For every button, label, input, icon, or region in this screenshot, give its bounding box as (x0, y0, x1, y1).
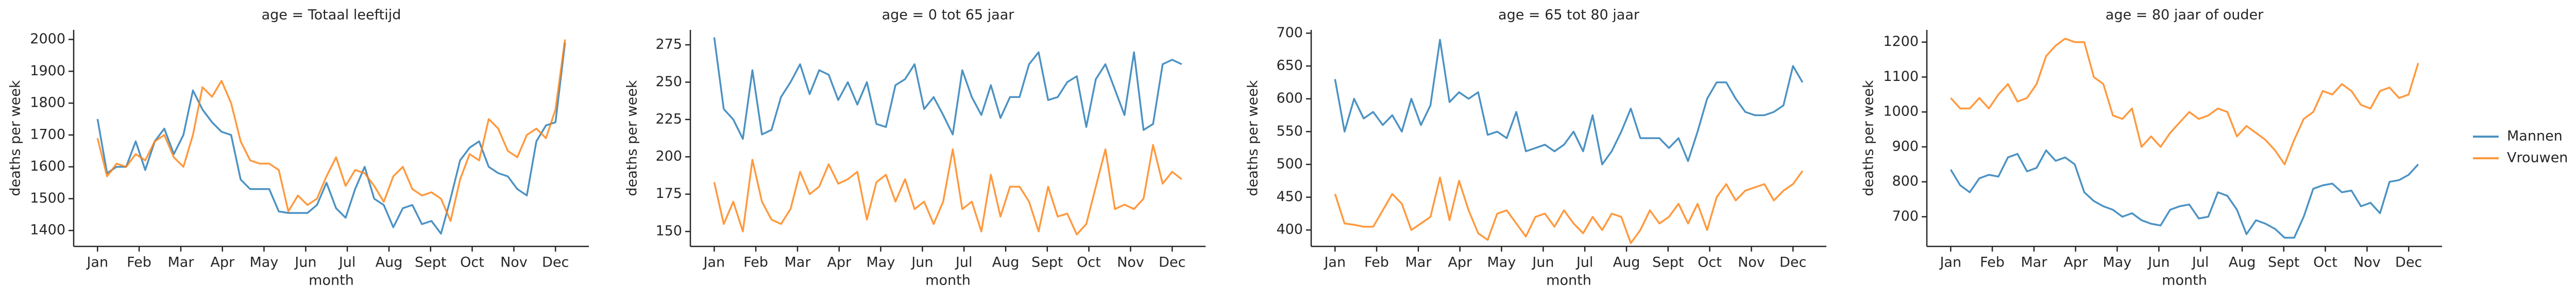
y-tick-label: 600 (1276, 90, 1303, 106)
x-tick-label: Dec (1780, 255, 1806, 271)
y-tick-label: 225 (655, 111, 682, 127)
x-tick-label: Feb (1364, 255, 1389, 271)
y-tick-label: 1400 (30, 222, 65, 238)
panel-title: age = 0 tot 65 jaar (882, 7, 1015, 23)
y-tick-label: 1800 (30, 95, 65, 111)
x-tick-label: Sept (1031, 255, 1063, 271)
y-tick-label: 800 (1892, 173, 1919, 189)
series-line (96, 39, 566, 222)
x-tick-label: Jan (86, 255, 108, 271)
x-tick-label: Aug (992, 255, 1020, 271)
x-tick-label: Oct (2313, 255, 2337, 271)
series-line (713, 37, 1182, 140)
x-tick-label: Feb (743, 255, 768, 271)
x-tick-label: May (2103, 255, 2132, 271)
x-axis-label: month (2162, 273, 2207, 289)
x-tick-label: Nov (2353, 255, 2381, 271)
x-tick-label: Aug (1613, 255, 1640, 271)
x-tick-label: Jul (2191, 255, 2209, 271)
y-tick-label: 1200 (1883, 34, 1919, 49)
y-tick-label: 650 (1276, 58, 1303, 74)
x-tick-label: Jun (1531, 255, 1554, 271)
x-tick-label: Sept (2268, 255, 2299, 271)
x-tick-label: Mar (2021, 255, 2047, 271)
panel-title: age = Totaal leeftijd (262, 7, 401, 23)
x-tick-label: Nov (500, 255, 528, 271)
x-tick-label: Oct (1698, 255, 1722, 271)
series-line (713, 144, 1182, 236)
y-tick-label: 900 (1892, 138, 1919, 154)
x-tick-label: Jan (702, 255, 725, 271)
x-tick-label: Jan (1939, 255, 1961, 271)
x-tick-label: Jul (955, 255, 973, 271)
x-tick-label: Sept (1652, 255, 1684, 271)
y-tick-label: 550 (1276, 123, 1303, 139)
x-tick-label: Jul (338, 255, 356, 271)
x-tick-label: Nov (1738, 255, 1765, 271)
x-tick-label: Dec (2395, 255, 2422, 271)
x-tick-label: Dec (542, 255, 569, 271)
x-tick-label: Apr (1448, 255, 1472, 271)
series-line (96, 42, 566, 235)
y-tick-label: 700 (1892, 208, 1919, 224)
y-tick-label: 450 (1276, 189, 1303, 205)
x-tick-label: Apr (210, 255, 235, 271)
x-tick-label: May (867, 255, 895, 271)
y-axis-label: deaths per week (1245, 80, 1261, 196)
y-tick-label: 1500 (30, 190, 65, 206)
panel-title: age = 80 jaar of ouder (2106, 7, 2264, 23)
x-axis-label: month (1546, 273, 1591, 289)
x-tick-label: Aug (376, 255, 403, 271)
legend-label: Vrouwen (2507, 150, 2568, 166)
y-tick-label: 250 (655, 74, 682, 90)
x-tick-label: Jun (910, 255, 933, 271)
y-tick-label: 1100 (1883, 69, 1919, 85)
x-tick-label: Jun (2147, 255, 2170, 271)
x-tick-label: Aug (2229, 255, 2256, 271)
x-tick-label: Feb (1980, 255, 2005, 271)
y-axis-label: deaths per week (8, 80, 24, 196)
x-tick-label: Dec (1159, 255, 1185, 271)
y-tick-label: 1000 (1883, 104, 1919, 120)
legend-label: Mannen (2507, 128, 2563, 144)
series-line (1950, 38, 2419, 165)
x-tick-label: Jun (294, 255, 316, 271)
x-tick-label: Apr (2063, 255, 2088, 271)
x-axis-label: month (925, 273, 971, 289)
y-tick-label: 2000 (30, 31, 65, 47)
y-tick-label: 700 (1276, 25, 1303, 41)
x-tick-label: Mar (1405, 255, 1432, 271)
y-tick-label: 150 (655, 223, 682, 239)
x-tick-label: Sept (415, 255, 446, 271)
series-line (1950, 149, 2419, 239)
panel-title: age = 65 tot 80 jaar (1498, 7, 1640, 23)
y-tick-label: 175 (655, 186, 682, 202)
x-tick-label: Feb (127, 255, 151, 271)
x-tick-label: Mar (167, 255, 194, 271)
x-tick-label: Mar (784, 255, 811, 271)
x-tick-label: Oct (1077, 255, 1101, 271)
y-tick-label: 400 (1276, 222, 1303, 238)
y-tick-label: 500 (1276, 156, 1303, 172)
x-axis-label: month (309, 273, 354, 289)
x-tick-label: Oct (460, 255, 484, 271)
series-line (1334, 170, 1804, 244)
x-tick-label: Jan (1323, 255, 1346, 271)
y-tick-label: 275 (655, 36, 682, 52)
series-line (1334, 39, 1804, 165)
y-tick-label: 1600 (30, 158, 65, 174)
y-tick-label: 1900 (30, 63, 65, 79)
x-tick-label: Jul (1575, 255, 1594, 271)
x-tick-label: May (1487, 255, 1516, 271)
y-tick-label: 200 (655, 148, 682, 164)
y-tick-label: 1700 (30, 126, 65, 142)
x-tick-label: May (250, 255, 279, 271)
x-tick-label: Apr (827, 255, 852, 271)
y-axis-label: deaths per week (1861, 80, 1877, 196)
y-axis-label: deaths per week (624, 80, 640, 196)
x-tick-label: Nov (1117, 255, 1144, 271)
